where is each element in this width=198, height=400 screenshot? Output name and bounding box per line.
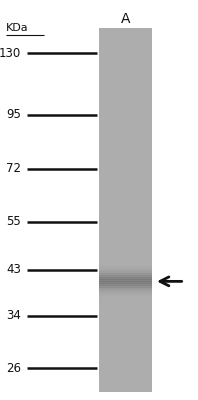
- Text: KDa: KDa: [6, 23, 29, 33]
- Bar: [99, 265, 152, 266]
- Bar: [99, 281, 152, 282]
- Bar: [99, 279, 152, 280]
- Text: 130: 130: [0, 47, 21, 60]
- Bar: [99, 279, 152, 280]
- Bar: [99, 281, 152, 282]
- Bar: [99, 289, 152, 290]
- Text: 95: 95: [6, 108, 21, 121]
- Bar: [99, 282, 152, 283]
- Bar: [99, 293, 152, 294]
- Bar: [99, 282, 152, 283]
- Bar: [99, 283, 152, 284]
- Bar: [99, 290, 152, 291]
- Bar: [99, 274, 152, 275]
- Bar: [99, 291, 152, 292]
- Bar: [99, 276, 152, 277]
- Bar: [99, 285, 152, 286]
- Bar: [99, 275, 152, 276]
- Bar: [99, 291, 152, 292]
- Bar: [99, 284, 152, 285]
- Bar: [99, 287, 152, 288]
- Bar: [99, 283, 152, 284]
- Bar: [99, 280, 152, 281]
- Bar: [99, 285, 152, 286]
- Bar: [99, 296, 152, 297]
- Bar: [99, 295, 152, 296]
- Bar: [99, 271, 152, 272]
- Bar: [99, 266, 152, 267]
- Bar: [99, 270, 152, 271]
- Bar: [99, 287, 152, 288]
- Bar: [99, 286, 152, 287]
- Text: 26: 26: [6, 362, 21, 374]
- Bar: [99, 273, 152, 274]
- Bar: [99, 294, 152, 295]
- Text: 43: 43: [6, 263, 21, 276]
- Bar: [99, 276, 152, 277]
- Bar: [99, 280, 152, 281]
- Text: 72: 72: [6, 162, 21, 175]
- Bar: [99, 293, 152, 294]
- Bar: [99, 289, 152, 290]
- Bar: [99, 278, 152, 279]
- Bar: [99, 296, 152, 297]
- Bar: [99, 286, 152, 287]
- Bar: [99, 275, 152, 276]
- Bar: [99, 292, 152, 293]
- Bar: [99, 277, 152, 278]
- Bar: [99, 290, 152, 291]
- Bar: [99, 277, 152, 278]
- Bar: [99, 272, 152, 273]
- Bar: [99, 288, 152, 289]
- Bar: [99, 295, 152, 296]
- Bar: [99, 267, 152, 268]
- Bar: [99, 268, 152, 269]
- Bar: [99, 292, 152, 293]
- Bar: [99, 28, 152, 392]
- Bar: [99, 269, 152, 270]
- Bar: [99, 278, 152, 279]
- Text: 34: 34: [6, 309, 21, 322]
- Text: 55: 55: [6, 215, 21, 228]
- Text: A: A: [121, 12, 130, 26]
- Bar: [99, 288, 152, 289]
- Bar: [99, 284, 152, 285]
- Bar: [99, 294, 152, 295]
